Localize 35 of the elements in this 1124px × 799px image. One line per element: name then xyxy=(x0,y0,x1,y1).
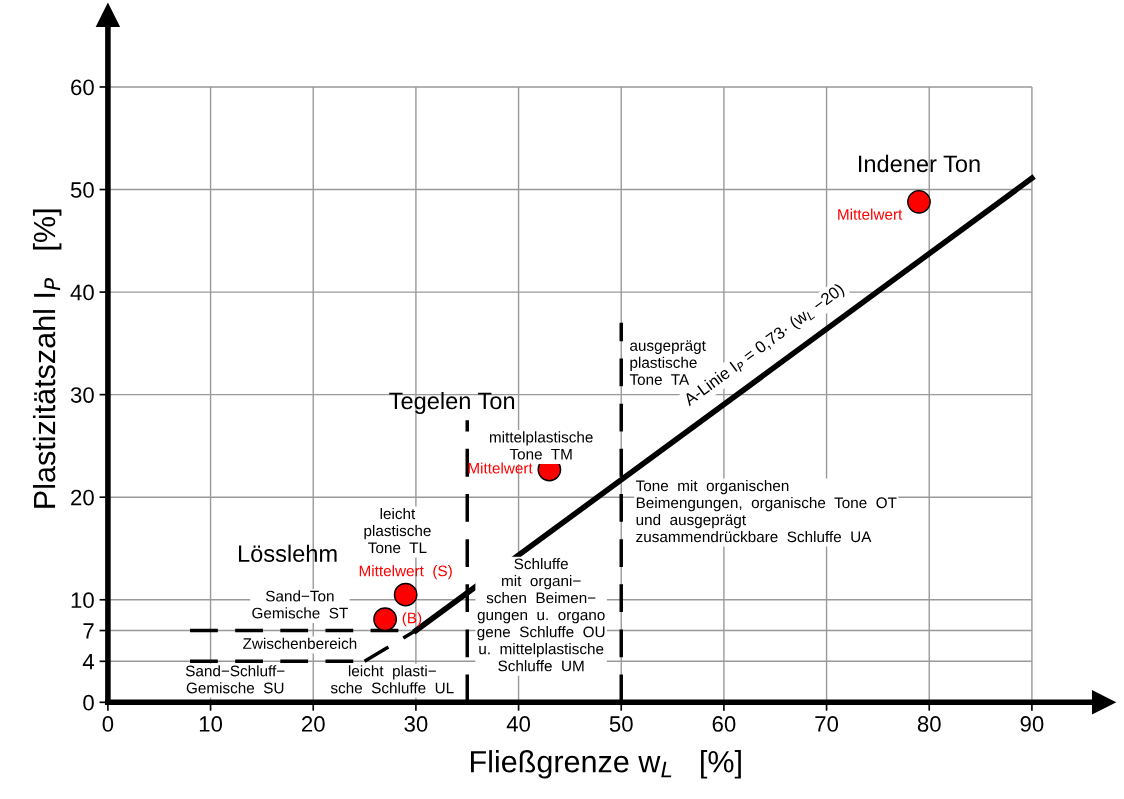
annotation: Tone mit organischen Beimengungen, organische Tone OT und ausgeprägt zusammendrückbare Schluffe UA xyxy=(635,479,897,543)
annotation: Tegelen Ton xyxy=(389,391,515,414)
x-tick-label: 40 xyxy=(506,716,531,732)
annotation: Indener Ton xyxy=(859,154,980,173)
x-tick-label: 60 xyxy=(712,716,736,732)
annotation: leicht plastische Tone TL xyxy=(364,507,431,554)
y-tick-label: 40 xyxy=(70,284,94,301)
y-tick-label: 7 xyxy=(83,623,94,639)
y-tick-label: 50 xyxy=(70,182,94,198)
y-tick-label: 0 xyxy=(83,694,94,711)
x-tick-label: 80 xyxy=(917,716,941,732)
y-tick-label: 30 xyxy=(70,387,94,403)
annotation: Sand−Ton Gemische ST xyxy=(252,590,348,619)
annotation: (B) xyxy=(402,612,422,627)
x-tick-label: 50 xyxy=(609,716,633,732)
y-tick-label: 60 xyxy=(71,79,94,96)
x-tick-label: 70 xyxy=(815,716,839,732)
annotation: Schluffe mit organi− schen Beimen− gungen u. organo gene Schluffe OU u. mittelplastische Schluffe UM xyxy=(477,558,605,672)
x-tick-label: 90 xyxy=(1020,716,1044,732)
annotation: Sand−Schluff− Gemische SU xyxy=(185,665,285,694)
x-tick-label: 20 xyxy=(302,716,325,732)
text: Fließgrenze w$_{L}$ [%] xyxy=(471,750,741,779)
x-tick-label: 10 xyxy=(199,716,223,732)
annotation: mittelplastische Tone TM xyxy=(489,431,593,460)
annotation: Mittelwert xyxy=(838,208,903,220)
y-tick-label: 20 xyxy=(71,489,94,506)
annotation: Zwischenbereich xyxy=(243,637,357,649)
y-tick-label: 4 xyxy=(82,654,95,670)
annotation: Mittelwert (S) xyxy=(359,565,452,580)
y-tick-label: 10 xyxy=(71,592,94,609)
annotation: leicht plasti− sche Schluffe UL xyxy=(330,665,454,694)
x-tick-label: 0 xyxy=(102,716,114,732)
annotation: Lösslehm xyxy=(238,544,337,562)
text: Plastizitätszahl I$_{P}$ [%] xyxy=(32,209,62,508)
x-tick-label: 30 xyxy=(404,716,428,732)
